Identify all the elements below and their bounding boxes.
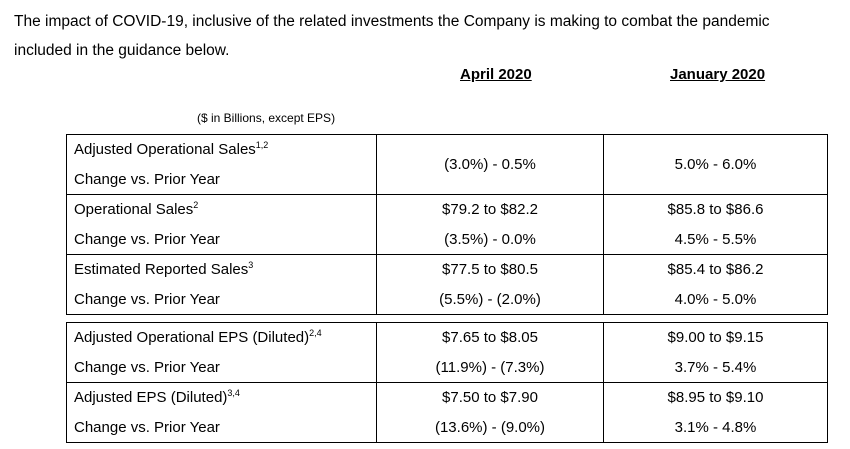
table-row: Adjusted EPS (Diluted)3,4 Change vs. Pri…: [66, 382, 828, 443]
april-value: $79.2 to $82.2: [442, 201, 538, 218]
table-row: Estimated Reported Sales3 Change vs. Pri…: [66, 254, 828, 315]
april-value: $7.50 to $7.90: [442, 389, 538, 406]
january-change: 3.1% - 4.8%: [674, 418, 757, 436]
row-label: Adjusted EPS (Diluted): [74, 389, 228, 406]
column-header-april-2020: April 2020: [460, 66, 532, 83]
january-cell: $8.95 to $9.10 3.1% - 4.8%: [603, 382, 828, 443]
table-row: Adjusted Operational Sales1,2 Change vs.…: [66, 134, 828, 195]
footnote-marker: 2,4: [309, 328, 322, 338]
intro-line-1: The impact of COVID-19, inclusive of the…: [14, 13, 770, 30]
footnote-marker: 3: [248, 260, 254, 270]
footnote-marker: 2: [193, 200, 199, 210]
table-row: Adjusted Operational EPS (Diluted)2,4 Ch…: [66, 322, 828, 383]
april-change: (3.0%) - 0.5%: [444, 155, 536, 173]
row-label-cell: Estimated Reported Sales3 Change vs. Pri…: [66, 254, 377, 315]
units-note: ($ in Billions, except EPS): [197, 111, 336, 125]
january-change: 3.7% - 5.4%: [674, 358, 757, 376]
january-change: 5.0% - 6.0%: [674, 155, 757, 173]
row-label-cell: Adjusted EPS (Diluted)3,4 Change vs. Pri…: [66, 382, 377, 443]
table-row: Operational Sales2 Change vs. Prior Year…: [66, 194, 828, 255]
sales-guidance-table: Adjusted Operational Sales1,2 Change vs.…: [66, 134, 828, 315]
april-value: $7.65 to $8.05: [442, 329, 538, 346]
january-cell: 5.0% - 6.0%: [603, 134, 828, 195]
april-cell: $7.65 to $8.05 (11.9%) - (7.3%): [376, 322, 604, 383]
january-cell: $85.8 to $86.6 4.5% - 5.5%: [603, 194, 828, 255]
january-value: $85.4 to $86.2: [667, 261, 764, 278]
row-label: Adjusted Operational EPS (Diluted): [74, 329, 310, 346]
april-cell: $79.2 to $82.2 (3.5%) - 0.0%: [376, 194, 604, 255]
january-change: 4.0% - 5.0%: [674, 290, 757, 308]
january-value: $9.00 to $9.15: [667, 329, 764, 346]
row-sublabel: Change vs. Prior Year: [74, 230, 220, 248]
january-cell: $85.4 to $86.2 4.0% - 5.0%: [603, 254, 828, 315]
january-change: 4.5% - 5.5%: [674, 230, 757, 248]
april-change: (13.6%) - (9.0%): [434, 418, 546, 436]
footnote-marker: 1,2: [255, 140, 269, 150]
april-change: (3.5%) - 0.0%: [444, 230, 536, 248]
intro-line-2: included in the guidance below.: [14, 42, 230, 59]
april-change: (11.9%) - (7.3%): [435, 358, 545, 376]
footnote-marker: 3,4: [227, 388, 240, 398]
row-label-cell: Adjusted Operational EPS (Diluted)2,4 Ch…: [66, 322, 377, 383]
row-label-cell: Adjusted Operational Sales1,2 Change vs.…: [66, 134, 377, 195]
april-cell: $77.5 to $80.5 (5.5%) - (2.0%): [376, 254, 604, 315]
column-header-january-2020: January 2020: [670, 66, 766, 83]
april-cell: (3.0%) - 0.5%: [376, 134, 604, 195]
row-label-cell: Operational Sales2 Change vs. Prior Year: [66, 194, 377, 255]
row-sublabel: Change vs. Prior Year: [74, 358, 220, 376]
row-sublabel: Change vs. Prior Year: [74, 418, 220, 436]
april-change: (5.5%) - (2.0%): [439, 290, 541, 308]
row-sublabel: Change vs. Prior Year: [74, 290, 220, 308]
row-label: Estimated Reported Sales: [74, 261, 249, 278]
row-sublabel: Change vs. Prior Year: [74, 170, 220, 188]
row-label: Operational Sales: [74, 201, 194, 218]
january-cell: $9.00 to $9.15 3.7% - 5.4%: [603, 322, 828, 383]
april-value: $77.5 to $80.5: [442, 261, 538, 278]
intro-paragraph: The impact of COVID-19, inclusive of the…: [14, 7, 850, 65]
row-label: Adjusted Operational Sales: [74, 141, 256, 158]
eps-guidance-table: Adjusted Operational EPS (Diluted)2,4 Ch…: [66, 322, 828, 443]
january-value: $8.95 to $9.10: [667, 389, 764, 406]
april-cell: $7.50 to $7.90 (13.6%) - (9.0%): [376, 382, 604, 443]
january-value: $85.8 to $86.6: [667, 201, 764, 218]
